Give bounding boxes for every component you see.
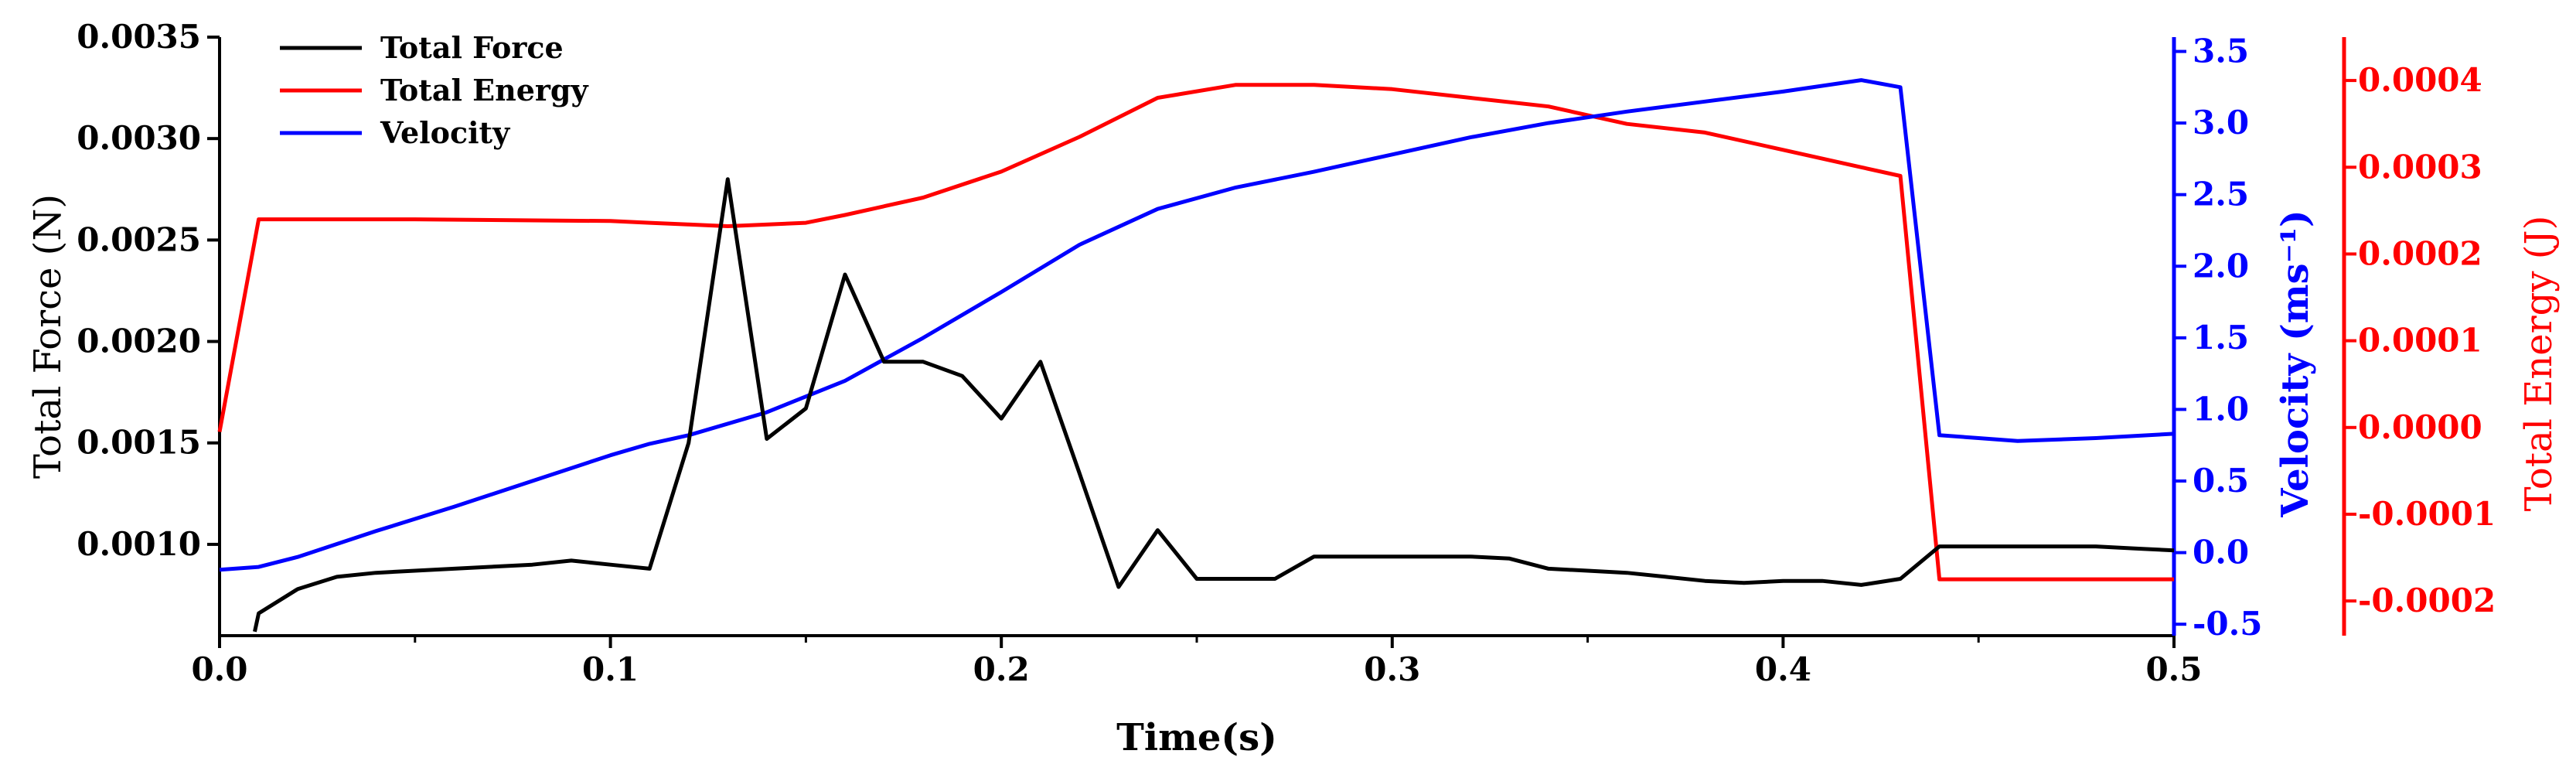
x-tick-label: 0.0 xyxy=(191,650,247,688)
x-axis-title: Time(s) xyxy=(1116,716,1277,759)
y-tick-label: 0.0010 xyxy=(77,525,201,563)
y2-tick-label: 3.5 xyxy=(2193,32,2249,70)
y3-tick-label: -0.0001 xyxy=(2358,495,2496,533)
y2-axis-title: Velocity (ms⁻¹) xyxy=(2274,210,2317,517)
y-tick-label: 0.0015 xyxy=(77,424,201,462)
y-tick-label: 0.0020 xyxy=(77,322,201,360)
y2-tick-label: 2.5 xyxy=(2193,176,2249,213)
series-line-total-force xyxy=(253,177,2175,633)
y-axis-title: Total Force (N) xyxy=(26,194,70,479)
series-line-velocity xyxy=(219,78,2175,572)
ticks-group: 0.0 0.1 0.2 0.3 0.4 0.50.00100.00150.00200.00… xyxy=(77,18,2496,688)
y-tick-label: 0.0030 xyxy=(77,119,201,157)
y2-tick-label: 0.0 xyxy=(2193,534,2249,571)
legend: Total Force Total Energy Velocity xyxy=(280,30,588,150)
y3-axis-title: Total Energy (J) xyxy=(2517,216,2561,512)
legend-label: Total Force xyxy=(380,30,564,65)
y2-tick-label: 2.0 xyxy=(2193,247,2249,285)
legend-label: Total Energy xyxy=(380,73,588,107)
y2-tick-label: 1.5 xyxy=(2193,319,2249,357)
y3-tick-label: -0.0002 xyxy=(2358,582,2496,619)
y-tick-label: 0.0035 xyxy=(77,18,201,56)
y2-tick-label: 1.0 xyxy=(2193,390,2249,428)
y2-tick-label: 0.5 xyxy=(2193,462,2249,500)
x-tick-label: 0.5 xyxy=(2145,650,2202,688)
x-tick-label: 0.2 xyxy=(973,650,1030,688)
y-tick-label: 0.0025 xyxy=(77,220,201,258)
y3-tick-label: 0.0000 xyxy=(2358,408,2482,446)
x-tick-label: 0.1 xyxy=(582,650,639,688)
x-tick-label: 0.3 xyxy=(1364,650,1420,688)
y3-tick-label: 0.0001 xyxy=(2358,322,2482,360)
y3-tick-label: 0.0004 xyxy=(2358,61,2482,99)
y3-tick-label: 0.0003 xyxy=(2358,148,2482,186)
y3-tick-label: 0.0002 xyxy=(2358,234,2482,272)
y2-tick-label: -0.5 xyxy=(2193,605,2263,643)
legend-label: Velocity xyxy=(380,115,510,150)
y2-tick-label: 3.0 xyxy=(2193,104,2249,142)
x-tick-label: 0.4 xyxy=(1755,650,1811,688)
series-group xyxy=(217,78,2175,633)
series-line-total-energy xyxy=(217,83,2174,582)
